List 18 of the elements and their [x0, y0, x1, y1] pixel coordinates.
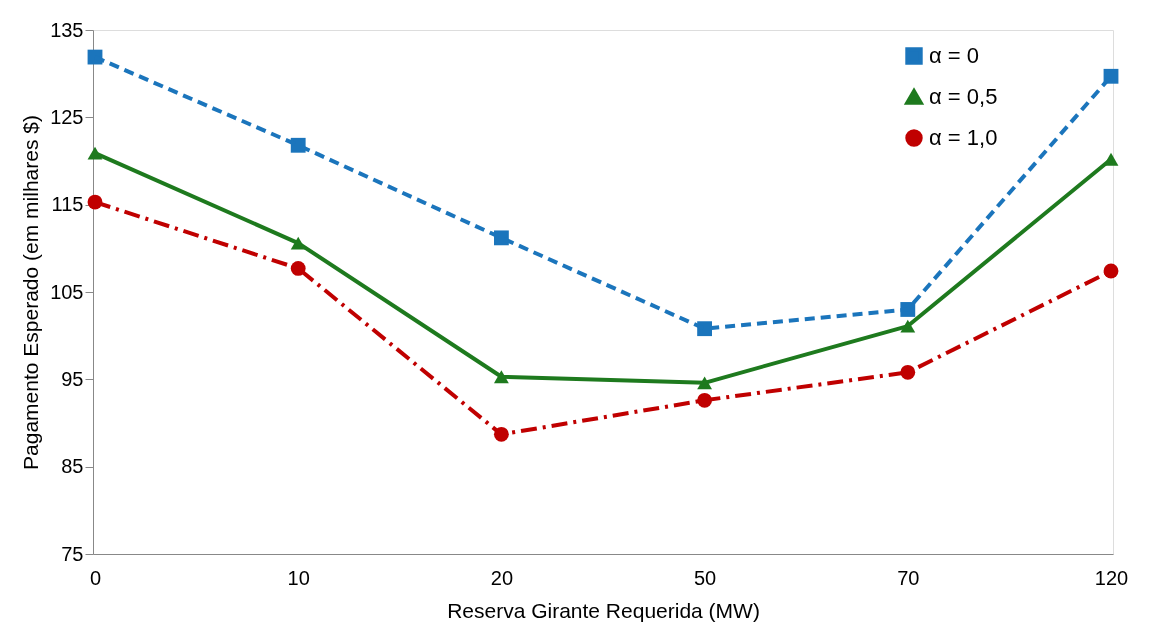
x-tick-label: 20 [490, 566, 514, 589]
legend-label: α = 0 [929, 43, 980, 68]
x-tick-label: 70 [897, 566, 920, 589]
y-tick-label: 135 [50, 18, 84, 41]
y-axis-title: Pagamento Esperado (em milhares $) [19, 115, 43, 470]
y-tick-label: 85 [61, 455, 84, 478]
legend-label: α = 1,0 [929, 125, 998, 150]
legend-label: α = 0,5 [929, 84, 998, 109]
y-tick-label: 125 [50, 105, 84, 128]
y-tick-label: 95 [61, 367, 84, 390]
x-tick-label: 0 [89, 566, 102, 589]
y-tick-label: 115 [51, 193, 84, 216]
y-tick-label: 105 [50, 280, 84, 303]
x-tick-label: 120 [1094, 566, 1129, 589]
x-tick-label: 50 [693, 566, 717, 589]
x-axis-title: Reserva Girante Requerida (MW) [447, 598, 760, 622]
y-tick-label: 75 [61, 542, 84, 565]
x-tick-label: 10 [287, 566, 310, 589]
